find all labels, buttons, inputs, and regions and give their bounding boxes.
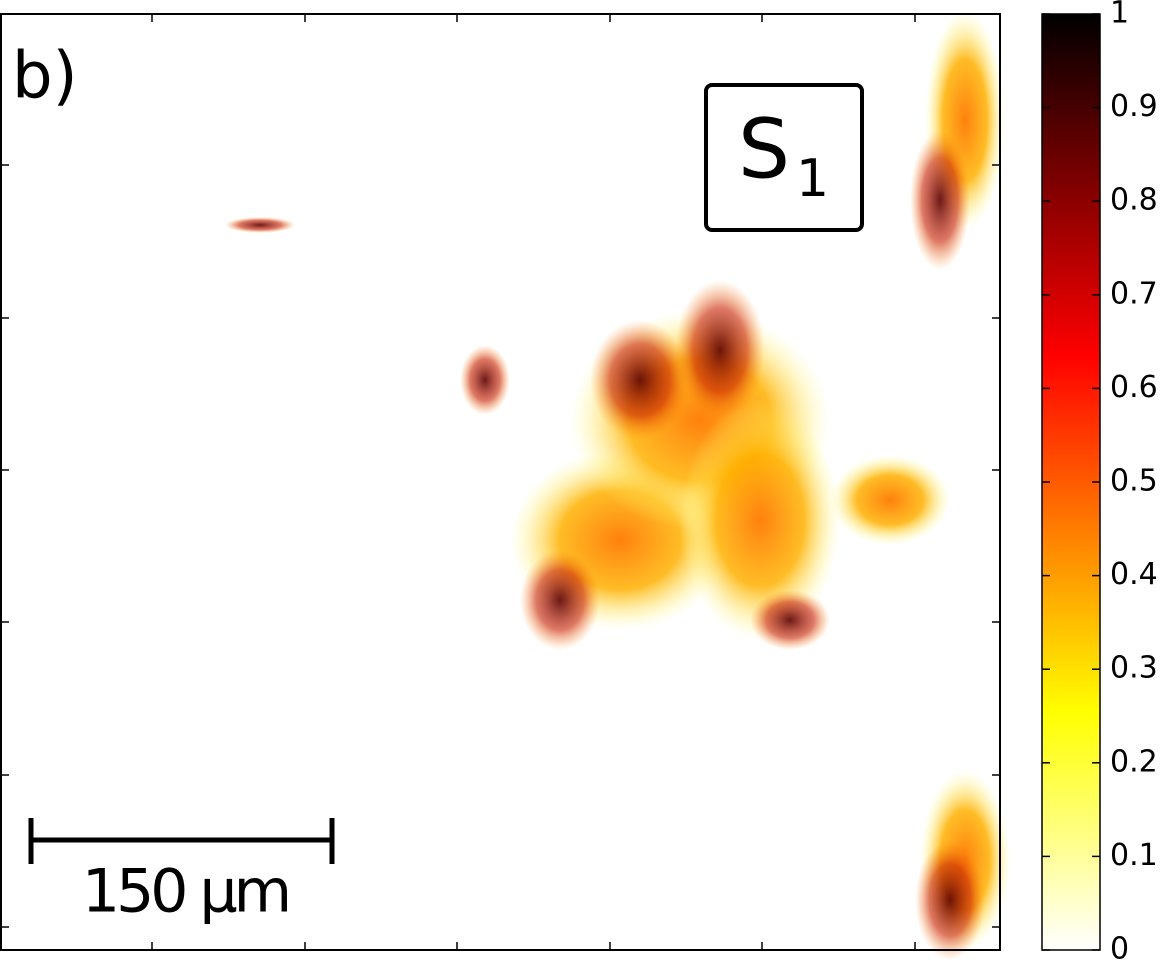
colorbar-tick-label: 0.5 bbox=[1110, 464, 1158, 499]
colorbar-tick-label: 0.2 bbox=[1110, 744, 1158, 779]
colorbar-tick-label: 0.1 bbox=[1110, 838, 1158, 873]
colorbar-tick-label: 0.6 bbox=[1110, 370, 1158, 405]
panel-label: b) bbox=[12, 40, 78, 114]
scale-bar-label: 150 µm bbox=[82, 857, 288, 927]
inset-subscript: 1 bbox=[796, 149, 829, 209]
colorbar-tick-label: 0.9 bbox=[1110, 89, 1158, 124]
inset-label: S bbox=[738, 102, 790, 197]
scale-bar bbox=[28, 818, 335, 864]
colorbar-tick-label: 0 bbox=[1110, 932, 1129, 964]
colorbar-tick-label: 0.8 bbox=[1110, 183, 1158, 218]
axis-ticks bbox=[1, 14, 1000, 950]
plot-frame bbox=[0, 13, 1001, 951]
colorbar-tick-label: 0.3 bbox=[1110, 651, 1158, 686]
colorbar bbox=[1041, 13, 1101, 951]
heatmap-texture bbox=[225, 10, 1010, 960]
colorbar-tick-label: 1 bbox=[1110, 0, 1129, 31]
colorbar-tick-label: 0.4 bbox=[1110, 557, 1158, 592]
colorbar-tick-label: 0.7 bbox=[1110, 276, 1158, 311]
inset-box bbox=[704, 83, 864, 232]
